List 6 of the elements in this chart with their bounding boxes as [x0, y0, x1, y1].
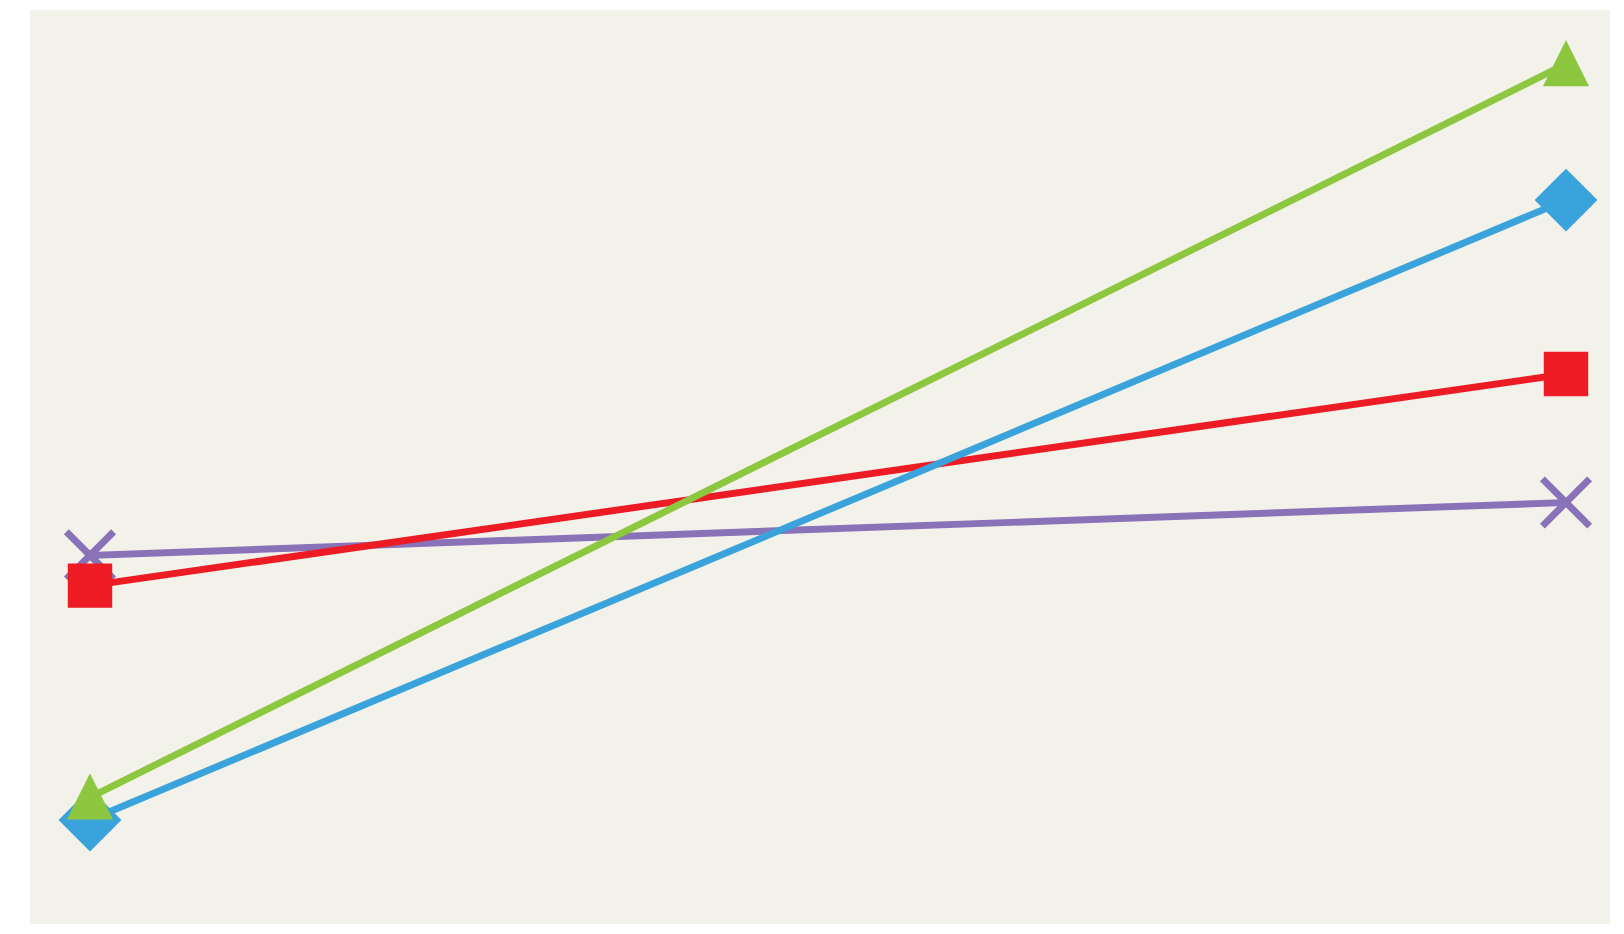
point — [67, 563, 113, 608]
point — [1543, 41, 1589, 87]
point — [67, 775, 113, 820]
point — [1535, 169, 1597, 231]
point — [1538, 475, 1594, 530]
point — [1543, 351, 1589, 397]
